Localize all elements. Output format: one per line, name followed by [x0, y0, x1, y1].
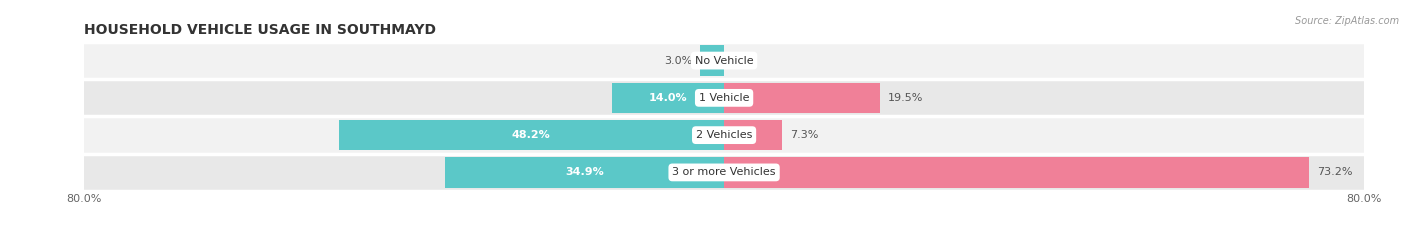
Bar — [339, 120, 724, 151]
Text: Source: ZipAtlas.com: Source: ZipAtlas.com — [1295, 16, 1399, 26]
Text: 14.0%: 14.0% — [648, 93, 688, 103]
Text: 2 Vehicles: 2 Vehicles — [696, 130, 752, 140]
Bar — [724, 82, 880, 113]
Bar — [84, 116, 1364, 154]
Text: 7.3%: 7.3% — [790, 130, 818, 140]
Bar — [724, 120, 783, 151]
Text: HOUSEHOLD VEHICLE USAGE IN SOUTHMAYD: HOUSEHOLD VEHICLE USAGE IN SOUTHMAYD — [84, 23, 436, 37]
Bar — [724, 157, 1309, 188]
Text: 0.0%: 0.0% — [728, 56, 756, 65]
Text: 1 Vehicle: 1 Vehicle — [699, 93, 749, 103]
Text: 3 or more Vehicles: 3 or more Vehicles — [672, 168, 776, 177]
Bar — [612, 82, 724, 113]
Text: 3.0%: 3.0% — [664, 56, 692, 65]
Bar — [84, 79, 1364, 116]
Bar — [84, 154, 1364, 191]
Text: No Vehicle: No Vehicle — [695, 56, 754, 65]
Bar — [84, 42, 1364, 79]
Text: 48.2%: 48.2% — [512, 130, 551, 140]
Text: 19.5%: 19.5% — [889, 93, 924, 103]
Bar — [700, 45, 724, 76]
Bar — [446, 157, 724, 188]
Text: 73.2%: 73.2% — [1317, 168, 1353, 177]
Text: 34.9%: 34.9% — [565, 168, 605, 177]
